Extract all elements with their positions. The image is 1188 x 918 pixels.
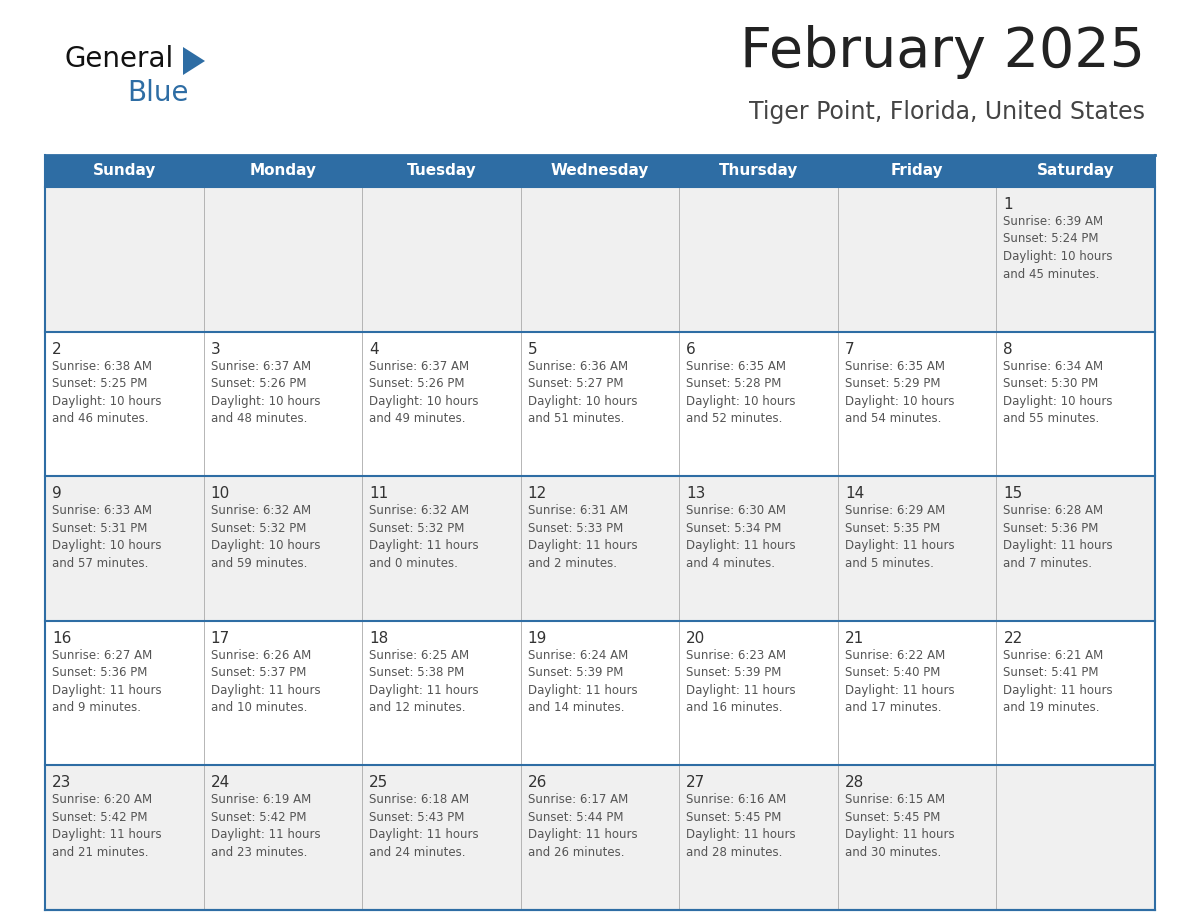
Bar: [45, 331, 1155, 476]
Text: Sunrise: 6:29 AM
Sunset: 5:35 PM
Daylight: 11 hours
and 5 minutes.: Sunrise: 6:29 AM Sunset: 5:35 PM Dayligh…: [845, 504, 954, 570]
Text: 2: 2: [52, 341, 62, 356]
Text: 20: 20: [687, 631, 706, 645]
Text: 3: 3: [210, 341, 220, 356]
Text: Blue: Blue: [127, 79, 189, 107]
Bar: [45, 476, 1155, 621]
Text: Sunrise: 6:20 AM
Sunset: 5:42 PM
Daylight: 11 hours
and 21 minutes.: Sunrise: 6:20 AM Sunset: 5:42 PM Dayligh…: [52, 793, 162, 859]
Text: Wednesday: Wednesday: [551, 163, 649, 178]
Text: 22: 22: [1004, 631, 1023, 645]
Text: 25: 25: [369, 776, 388, 790]
Text: 24: 24: [210, 776, 229, 790]
Text: Sunrise: 6:25 AM
Sunset: 5:38 PM
Daylight: 11 hours
and 12 minutes.: Sunrise: 6:25 AM Sunset: 5:38 PM Dayligh…: [369, 649, 479, 714]
Text: 23: 23: [52, 776, 71, 790]
Text: 26: 26: [527, 776, 548, 790]
Text: 11: 11: [369, 487, 388, 501]
Text: Sunrise: 6:39 AM
Sunset: 5:24 PM
Daylight: 10 hours
and 45 minutes.: Sunrise: 6:39 AM Sunset: 5:24 PM Dayligh…: [1004, 215, 1113, 281]
Text: 12: 12: [527, 487, 546, 501]
Polygon shape: [183, 47, 206, 75]
Text: Sunrise: 6:28 AM
Sunset: 5:36 PM
Daylight: 11 hours
and 7 minutes.: Sunrise: 6:28 AM Sunset: 5:36 PM Dayligh…: [1004, 504, 1113, 570]
Text: 14: 14: [845, 487, 864, 501]
Text: Sunrise: 6:27 AM
Sunset: 5:36 PM
Daylight: 11 hours
and 9 minutes.: Sunrise: 6:27 AM Sunset: 5:36 PM Dayligh…: [52, 649, 162, 714]
Text: Sunrise: 6:30 AM
Sunset: 5:34 PM
Daylight: 11 hours
and 4 minutes.: Sunrise: 6:30 AM Sunset: 5:34 PM Dayligh…: [687, 504, 796, 570]
Text: 19: 19: [527, 631, 548, 645]
Text: Sunrise: 6:34 AM
Sunset: 5:30 PM
Daylight: 10 hours
and 55 minutes.: Sunrise: 6:34 AM Sunset: 5:30 PM Dayligh…: [1004, 360, 1113, 425]
Text: Sunrise: 6:36 AM
Sunset: 5:27 PM
Daylight: 10 hours
and 51 minutes.: Sunrise: 6:36 AM Sunset: 5:27 PM Dayligh…: [527, 360, 637, 425]
Text: 8: 8: [1004, 341, 1013, 356]
Text: February 2025: February 2025: [740, 25, 1145, 79]
Text: 4: 4: [369, 341, 379, 356]
Text: Sunrise: 6:32 AM
Sunset: 5:32 PM
Daylight: 10 hours
and 59 minutes.: Sunrise: 6:32 AM Sunset: 5:32 PM Dayligh…: [210, 504, 320, 570]
Text: Sunrise: 6:19 AM
Sunset: 5:42 PM
Daylight: 11 hours
and 23 minutes.: Sunrise: 6:19 AM Sunset: 5:42 PM Dayligh…: [210, 793, 321, 859]
Text: Sunrise: 6:17 AM
Sunset: 5:44 PM
Daylight: 11 hours
and 26 minutes.: Sunrise: 6:17 AM Sunset: 5:44 PM Dayligh…: [527, 793, 637, 859]
Text: Sunrise: 6:22 AM
Sunset: 5:40 PM
Daylight: 11 hours
and 17 minutes.: Sunrise: 6:22 AM Sunset: 5:40 PM Dayligh…: [845, 649, 954, 714]
Text: Friday: Friday: [891, 163, 943, 178]
Text: Sunrise: 6:35 AM
Sunset: 5:28 PM
Daylight: 10 hours
and 52 minutes.: Sunrise: 6:35 AM Sunset: 5:28 PM Dayligh…: [687, 360, 796, 425]
Text: Thursday: Thursday: [719, 163, 798, 178]
Text: Sunrise: 6:24 AM
Sunset: 5:39 PM
Daylight: 11 hours
and 14 minutes.: Sunrise: 6:24 AM Sunset: 5:39 PM Dayligh…: [527, 649, 637, 714]
Text: Saturday: Saturday: [1037, 163, 1114, 178]
Text: Sunrise: 6:16 AM
Sunset: 5:45 PM
Daylight: 11 hours
and 28 minutes.: Sunrise: 6:16 AM Sunset: 5:45 PM Dayligh…: [687, 793, 796, 859]
Text: Sunrise: 6:21 AM
Sunset: 5:41 PM
Daylight: 11 hours
and 19 minutes.: Sunrise: 6:21 AM Sunset: 5:41 PM Dayligh…: [1004, 649, 1113, 714]
Text: Sunrise: 6:38 AM
Sunset: 5:25 PM
Daylight: 10 hours
and 46 minutes.: Sunrise: 6:38 AM Sunset: 5:25 PM Dayligh…: [52, 360, 162, 425]
Text: 17: 17: [210, 631, 229, 645]
Text: Sunrise: 6:26 AM
Sunset: 5:37 PM
Daylight: 11 hours
and 10 minutes.: Sunrise: 6:26 AM Sunset: 5:37 PM Dayligh…: [210, 649, 321, 714]
Text: 13: 13: [687, 487, 706, 501]
Bar: [45, 766, 1155, 910]
Text: 28: 28: [845, 776, 864, 790]
Bar: [45, 187, 1155, 331]
Text: Tuesday: Tuesday: [406, 163, 476, 178]
Text: 15: 15: [1004, 487, 1023, 501]
Text: Monday: Monday: [249, 163, 316, 178]
Text: Tiger Point, Florida, United States: Tiger Point, Florida, United States: [748, 100, 1145, 124]
Text: Sunrise: 6:23 AM
Sunset: 5:39 PM
Daylight: 11 hours
and 16 minutes.: Sunrise: 6:23 AM Sunset: 5:39 PM Dayligh…: [687, 649, 796, 714]
Text: 5: 5: [527, 341, 537, 356]
Text: 9: 9: [52, 487, 62, 501]
Text: Sunrise: 6:32 AM
Sunset: 5:32 PM
Daylight: 11 hours
and 0 minutes.: Sunrise: 6:32 AM Sunset: 5:32 PM Dayligh…: [369, 504, 479, 570]
Text: 18: 18: [369, 631, 388, 645]
Text: 21: 21: [845, 631, 864, 645]
Text: Sunrise: 6:18 AM
Sunset: 5:43 PM
Daylight: 11 hours
and 24 minutes.: Sunrise: 6:18 AM Sunset: 5:43 PM Dayligh…: [369, 793, 479, 859]
Text: 1: 1: [1004, 197, 1013, 212]
Text: Sunrise: 6:31 AM
Sunset: 5:33 PM
Daylight: 11 hours
and 2 minutes.: Sunrise: 6:31 AM Sunset: 5:33 PM Dayligh…: [527, 504, 637, 570]
Text: Sunday: Sunday: [93, 163, 156, 178]
Text: Sunrise: 6:35 AM
Sunset: 5:29 PM
Daylight: 10 hours
and 54 minutes.: Sunrise: 6:35 AM Sunset: 5:29 PM Dayligh…: [845, 360, 954, 425]
Bar: [45, 621, 1155, 766]
Text: 6: 6: [687, 341, 696, 356]
Text: 7: 7: [845, 341, 854, 356]
Text: Sunrise: 6:37 AM
Sunset: 5:26 PM
Daylight: 10 hours
and 48 minutes.: Sunrise: 6:37 AM Sunset: 5:26 PM Dayligh…: [210, 360, 320, 425]
Text: Sunrise: 6:37 AM
Sunset: 5:26 PM
Daylight: 10 hours
and 49 minutes.: Sunrise: 6:37 AM Sunset: 5:26 PM Dayligh…: [369, 360, 479, 425]
Text: 10: 10: [210, 487, 229, 501]
Text: General: General: [65, 45, 175, 73]
Text: 27: 27: [687, 776, 706, 790]
Text: 16: 16: [52, 631, 71, 645]
Text: Sunrise: 6:33 AM
Sunset: 5:31 PM
Daylight: 10 hours
and 57 minutes.: Sunrise: 6:33 AM Sunset: 5:31 PM Dayligh…: [52, 504, 162, 570]
Text: Sunrise: 6:15 AM
Sunset: 5:45 PM
Daylight: 11 hours
and 30 minutes.: Sunrise: 6:15 AM Sunset: 5:45 PM Dayligh…: [845, 793, 954, 859]
Bar: [45, 155, 1155, 187]
